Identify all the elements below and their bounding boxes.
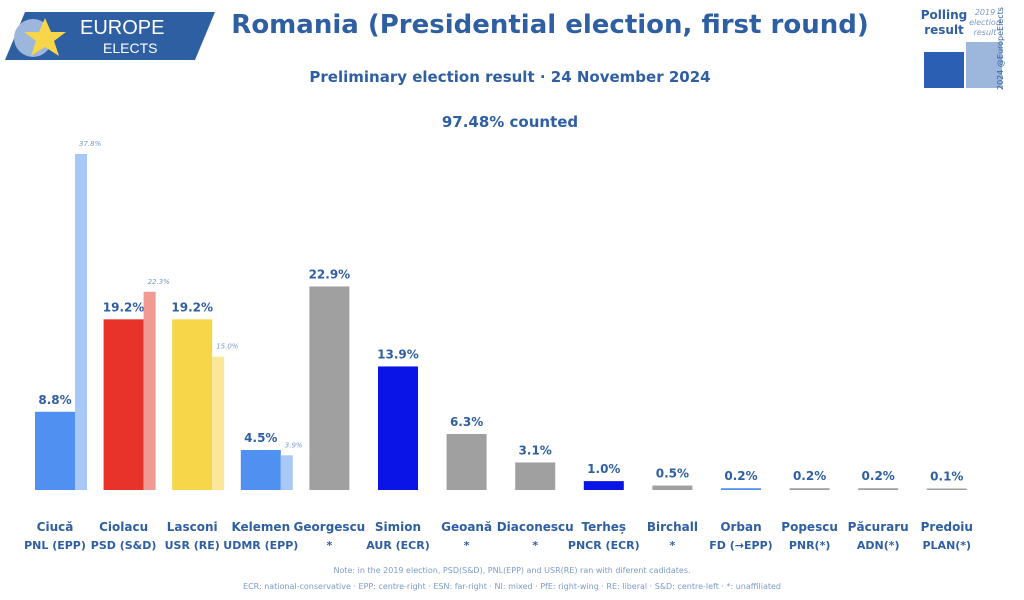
value-label-4: 4.5%	[244, 431, 277, 445]
value-label-14: 0.1%	[930, 470, 963, 484]
candidate-name-2: Ciolacu	[99, 520, 148, 534]
value-label-11: 0.2%	[724, 469, 757, 483]
prev-bar-1	[75, 154, 87, 490]
prev-value-label-1: 37.8%	[79, 140, 102, 148]
value-label-7: 6.3%	[450, 415, 483, 429]
candidate-name-13: Păcuraru	[848, 520, 909, 534]
bar-3	[172, 319, 213, 490]
note-line-2: ECR: national-conservative · EPP: centre…	[243, 582, 781, 591]
candidate-name-4: Kelemen	[231, 520, 290, 534]
value-label-9: 1.0%	[587, 462, 620, 476]
candidate-name-10: Birchall	[647, 520, 698, 534]
chart-title: Romania (Presidential election, first ro…	[231, 10, 869, 40]
brand-line2: ELECTS	[103, 40, 157, 56]
prev-bar-2	[143, 291, 156, 490]
party-label-3: USR (RE)	[165, 539, 220, 552]
europe-elects-logo: EUROPE ELECTS	[5, 12, 215, 60]
party-label-8: *	[532, 539, 538, 552]
bar-1	[35, 411, 75, 490]
bar-5	[309, 286, 350, 490]
legend-current-swatch	[924, 52, 964, 88]
party-label-12: PNR(*)	[789, 539, 831, 552]
value-label-5: 22.9%	[309, 267, 351, 281]
legend-previous-swatch	[966, 42, 1002, 88]
candidate-name-9: Terheș	[582, 520, 626, 534]
prev-value-label-4: 3.9%	[285, 441, 303, 449]
value-label-1: 8.8%	[38, 393, 71, 407]
bar-9	[583, 481, 624, 490]
prev-value-label-2: 22.3%	[148, 278, 171, 286]
candidate-name-1: Ciucă	[37, 520, 74, 534]
legend-current-label: Polling result	[920, 8, 968, 37]
bar-10	[652, 485, 693, 490]
legend-previous-label: 2019 election result	[969, 8, 1001, 37]
bar-14	[926, 488, 967, 490]
candidate-name-3: Lasconi	[167, 520, 218, 534]
chart-subtitle: Preliminary election result · 24 Novembe…	[309, 68, 711, 86]
party-label-13: ADN(*)	[857, 539, 900, 552]
credit-text: 2024 @EuropeElects	[996, 7, 1005, 90]
candidate-name-7: Geoană	[441, 520, 492, 534]
bar-chart: 8.8% 37.8% Ciucă PNL (EPP) 19.2% 22.3% Ciolacu…	[24, 140, 973, 552]
value-label-10: 0.5%	[656, 467, 689, 481]
bar-6	[378, 366, 418, 490]
party-label-7: *	[464, 539, 470, 552]
candidate-name-12: Popescu	[781, 520, 838, 534]
bar-11	[721, 488, 761, 490]
note-line-1: Note: in the 2019 election, PSD(S&D), PN…	[333, 566, 691, 575]
bar-8	[515, 462, 556, 490]
candidate-name-14: Predoiu	[921, 520, 973, 534]
counted-label: 97.48% counted	[441, 113, 579, 131]
candidate-name-5: Georgescu	[294, 520, 366, 534]
prev-bar-4	[280, 455, 293, 490]
value-label-6: 13.9%	[377, 347, 419, 361]
star-icon	[24, 18, 66, 56]
party-label-10: *	[670, 539, 676, 552]
value-label-3: 19.2%	[171, 300, 213, 314]
legend: Polling result 2019 election result	[920, 8, 1010, 88]
brand-line1: EUROPE	[80, 17, 164, 39]
party-label-5: *	[327, 539, 333, 552]
bar-13	[858, 488, 899, 490]
candidate-name-6: Simion	[375, 520, 421, 534]
candidate-name-11: Orban	[720, 520, 761, 534]
bar-7	[446, 434, 487, 490]
value-label-8: 3.1%	[519, 443, 552, 457]
party-label-4: UDMR (EPP)	[223, 539, 298, 552]
party-label-6: AUR (ECR)	[366, 539, 430, 552]
candidate-name-8: Diaconescu	[497, 520, 574, 534]
party-label-2: PSD (S&D)	[91, 539, 157, 552]
party-label-11: FD (→EPP)	[709, 539, 772, 552]
party-label-9: PNCR (ECR)	[568, 539, 640, 552]
prev-bar-3	[212, 356, 225, 490]
value-label-12: 0.2%	[793, 469, 826, 483]
bar-4	[240, 450, 281, 490]
party-label-14: PLAN(*)	[922, 539, 971, 552]
bar-12	[789, 488, 830, 490]
value-label-13: 0.2%	[862, 469, 895, 483]
prev-value-label-3: 15.0%	[216, 343, 239, 351]
value-label-2: 19.2%	[103, 300, 145, 314]
party-label-1: PNL (EPP)	[24, 539, 86, 552]
bar-2	[103, 319, 144, 490]
